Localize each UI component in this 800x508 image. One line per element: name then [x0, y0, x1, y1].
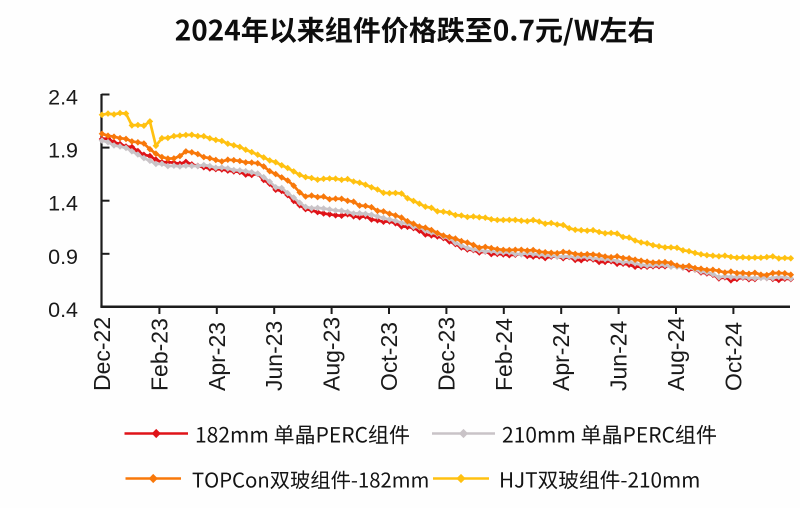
svg-text:Oct-24: Oct-24: [720, 322, 746, 391]
svg-text:Feb-24: Feb-24: [491, 318, 517, 391]
svg-text:1.9: 1.9: [48, 139, 78, 163]
svg-text:Aug-23: Aug-23: [319, 317, 345, 391]
svg-text:Feb-23: Feb-23: [146, 318, 172, 391]
svg-text:2.4: 2.4: [48, 86, 78, 110]
svg-text:0.9: 0.9: [48, 245, 78, 269]
svg-text:Apr-23: Apr-23: [204, 322, 230, 391]
svg-text:Jun-24: Jun-24: [606, 320, 632, 391]
svg-text:1.4: 1.4: [48, 192, 78, 216]
svg-text:Dec-22: Dec-22: [89, 317, 115, 391]
svg-text:Jun-23: Jun-23: [261, 321, 287, 391]
svg-text:Oct-23: Oct-23: [376, 322, 402, 391]
svg-text:0.4: 0.4: [48, 298, 78, 322]
svg-text:Dec-23: Dec-23: [433, 317, 459, 391]
svg-text:Apr-24: Apr-24: [548, 322, 574, 391]
svg-text:Aug-24: Aug-24: [663, 317, 689, 391]
